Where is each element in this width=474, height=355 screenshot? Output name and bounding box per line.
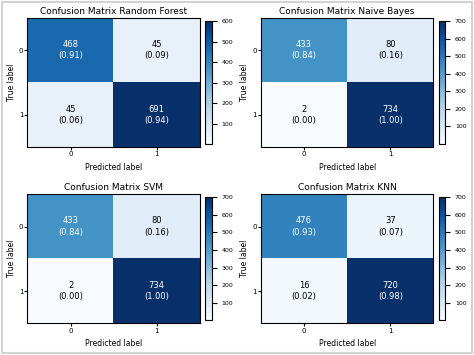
X-axis label: Predicted label: Predicted label [85,339,142,348]
X-axis label: Predicted label: Predicted label [319,339,376,348]
Text: 37
(0.07): 37 (0.07) [378,217,403,236]
Text: 80
(0.16): 80 (0.16) [378,40,403,60]
Text: 476
(0.93): 476 (0.93) [292,217,317,236]
Text: 734
(1.00): 734 (1.00) [378,105,403,125]
Text: 734
(1.00): 734 (1.00) [145,281,169,301]
X-axis label: Predicted label: Predicted label [85,163,142,172]
Text: 433
(0.84): 433 (0.84) [58,217,83,236]
Title: Confusion Matrix Random Forest: Confusion Matrix Random Forest [40,7,187,16]
Title: Confusion Matrix Naive Bayes: Confusion Matrix Naive Bayes [280,7,415,16]
Text: 433
(0.84): 433 (0.84) [292,40,317,60]
Title: Confusion Matrix SVM: Confusion Matrix SVM [64,183,163,192]
Text: 45
(0.09): 45 (0.09) [145,40,169,60]
Text: 691
(0.94): 691 (0.94) [145,105,169,125]
Text: 468
(0.91): 468 (0.91) [58,40,83,60]
Text: 720
(0.98): 720 (0.98) [378,281,403,301]
Text: 2
(0.00): 2 (0.00) [58,281,83,301]
Text: 80
(0.16): 80 (0.16) [144,217,169,236]
X-axis label: Predicted label: Predicted label [319,163,376,172]
Text: 16
(0.02): 16 (0.02) [292,281,317,301]
Title: Confusion Matrix KNN: Confusion Matrix KNN [298,183,397,192]
Text: 2
(0.00): 2 (0.00) [292,105,317,125]
Y-axis label: True label: True label [7,64,16,102]
Y-axis label: True label: True label [240,64,249,102]
Y-axis label: True label: True label [240,240,249,278]
Text: 45
(0.06): 45 (0.06) [58,105,83,125]
Y-axis label: True label: True label [7,240,16,278]
